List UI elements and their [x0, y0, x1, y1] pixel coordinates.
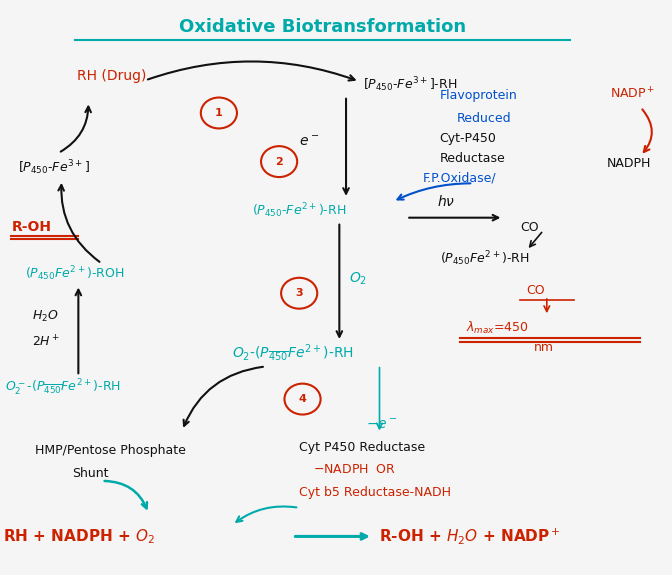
- Text: Reduced: Reduced: [456, 112, 511, 125]
- Text: RH + NADPH + $O_2$: RH + NADPH + $O_2$: [3, 527, 155, 546]
- Text: HMP/Pentose Phosphate: HMP/Pentose Phosphate: [35, 444, 185, 457]
- Text: CO: CO: [527, 284, 546, 297]
- Text: $(P_{450}Fe^{2+})$-ROH: $(P_{450}Fe^{2+})$-ROH: [25, 264, 124, 282]
- Text: Flavoprotein: Flavoprotein: [439, 89, 517, 102]
- Text: $-$NADPH  OR: $-$NADPH OR: [312, 463, 396, 477]
- Text: Shunt: Shunt: [72, 467, 108, 480]
- Text: 2: 2: [276, 156, 283, 167]
- Text: Oxidative Biotransformation: Oxidative Biotransformation: [179, 18, 466, 36]
- Text: NADP$^+$: NADP$^+$: [610, 86, 656, 102]
- Text: $(P_{450}Fe^{2+})$-RH: $(P_{450}Fe^{2+})$-RH: [439, 250, 530, 269]
- Text: 3: 3: [296, 288, 303, 298]
- Text: $O_2^-$-$(P_{\overline{450}}Fe^{2+})$-RH: $O_2^-$-$(P_{\overline{450}}Fe^{2+})$-RH: [5, 378, 121, 398]
- Text: $[P_{450}$-$Fe^{3+}]$: $[P_{450}$-$Fe^{3+}]$: [18, 158, 90, 177]
- Text: F.P.Oxidase/: F.P.Oxidase/: [423, 172, 497, 185]
- Text: Cyt-P450: Cyt-P450: [439, 132, 497, 144]
- Text: RH (Drug): RH (Drug): [77, 69, 146, 83]
- Text: CO: CO: [520, 221, 539, 234]
- Text: Cyt P450 Reductase: Cyt P450 Reductase: [299, 440, 425, 454]
- Text: $\lambda_{max}$=450: $\lambda_{max}$=450: [466, 320, 530, 336]
- Text: $2H^+$: $2H^+$: [32, 334, 60, 350]
- Text: Reductase: Reductase: [439, 152, 505, 164]
- Text: nm: nm: [534, 341, 554, 354]
- Text: R-OH + $H_2O$ + NADP$^+$: R-OH + $H_2O$ + NADP$^+$: [380, 527, 561, 546]
- Text: $-e^-$: $-e^-$: [366, 418, 398, 432]
- Text: Cyt b5 Reductase-NADH: Cyt b5 Reductase-NADH: [299, 486, 451, 499]
- Text: 4: 4: [298, 394, 306, 404]
- Text: $(P_{450}$-$Fe^{2+})$-RH: $(P_{450}$-$Fe^{2+})$-RH: [253, 201, 347, 220]
- Text: $O_2$-$(P_{\overline{450}}Fe^{2+})$-RH: $O_2$-$(P_{\overline{450}}Fe^{2+})$-RH: [233, 343, 354, 364]
- Text: $H_2O$: $H_2O$: [32, 309, 58, 324]
- Text: $h\nu$: $h\nu$: [437, 194, 456, 209]
- Text: NADPH: NADPH: [607, 158, 651, 170]
- Text: $e^-$: $e^-$: [299, 135, 319, 148]
- Text: 1: 1: [215, 108, 222, 118]
- Text: $O_2$: $O_2$: [349, 271, 368, 287]
- Text: R-OH: R-OH: [11, 220, 52, 235]
- Text: $[P_{450}$-$Fe^{3+}]$-RH: $[P_{450}$-$Fe^{3+}]$-RH: [363, 75, 457, 94]
